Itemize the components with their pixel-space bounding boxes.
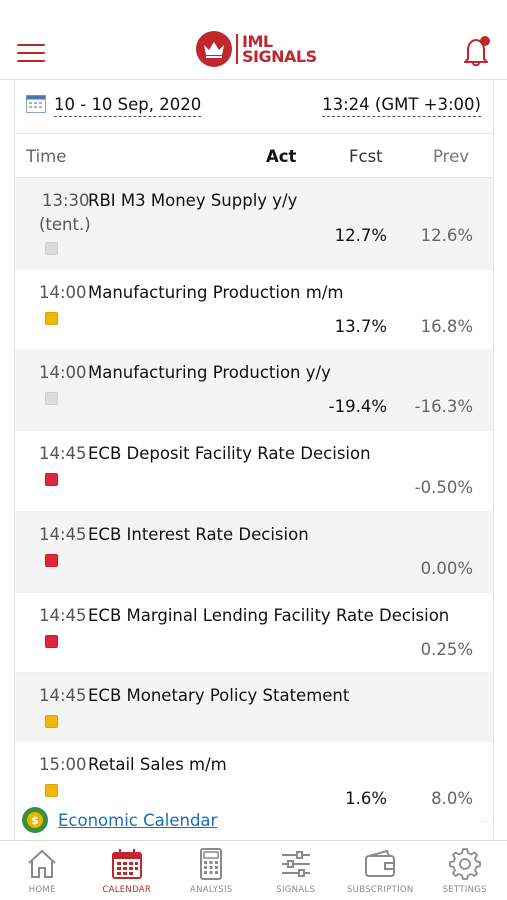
notification-bell-icon[interactable]	[462, 34, 492, 68]
menu-icon[interactable]	[17, 44, 45, 62]
event-title: Manufacturing Production y/y	[88, 363, 331, 382]
date-range-selector[interactable]: 10 - 10 Sep, 2020	[54, 95, 202, 117]
tab-label: SETTINGS	[442, 885, 487, 895]
importance-indicator	[45, 473, 58, 486]
tab-label: SIGNALS	[276, 885, 316, 895]
event-row[interactable]: 14:00 Manufacturing Production m/m 13.7%…	[15, 270, 493, 350]
importance-indicator	[45, 242, 58, 255]
economic-calendar-link[interactable]: Economic Calendar	[58, 810, 218, 830]
event-forecast: 12.7%	[334, 226, 387, 245]
sliders-icon	[281, 851, 310, 877]
wallet-icon	[365, 849, 396, 877]
col-act: Act	[266, 147, 297, 166]
event-row[interactable]: 14:45 ECB Monetary Policy Statement	[15, 673, 493, 742]
event-time: 14:45	[39, 606, 87, 625]
importance-indicator	[45, 392, 58, 405]
importance-indicator	[45, 715, 58, 728]
importance-indicator	[45, 635, 58, 648]
tab-settings[interactable]: SETTINGS	[423, 841, 507, 900]
event-title: RBI M3 Money Supply y/y	[88, 191, 298, 210]
event-time: 13:30	[42, 191, 90, 210]
importance-indicator	[45, 784, 58, 797]
event-title: ECB Interest Rate Decision	[88, 525, 309, 544]
event-time: 15:00	[39, 755, 87, 774]
event-title: Retail Sales m/m	[88, 755, 227, 774]
logo-line2: SIGNALS	[242, 47, 317, 66]
event-previous: 0.25%	[420, 640, 473, 659]
tab-label: CALENDAR	[102, 885, 152, 895]
event-time: 14:00	[39, 363, 87, 382]
economic-calendar-link-bar: $ Economic Calendar	[20, 805, 480, 835]
tab-label: SUBSCRIPTION	[346, 885, 414, 895]
event-previous: 16.8%	[420, 317, 473, 336]
event-time: 14:00	[39, 283, 87, 302]
event-row[interactable]: 14:45 ECB Deposit Facility Rate Decision…	[15, 431, 493, 512]
event-previous: -16.3%	[414, 397, 473, 416]
event-row[interactable]: 14:45 ECB Marginal Lending Facility Rate…	[15, 593, 493, 673]
calendar-small-icon[interactable]	[26, 94, 46, 113]
logo-line1: IML	[242, 32, 273, 51]
event-title: ECB Marginal Lending Facility Rate Decis…	[88, 606, 450, 625]
tab-calendar[interactable]: CALENDAR	[85, 841, 170, 900]
tab-subscription[interactable]: SUBSCRIPTION	[338, 841, 423, 900]
event-row[interactable]: 15:00 Retail Sales m/m 1.6% 8.0%	[15, 742, 493, 822]
event-forecast: 1.6%	[345, 789, 387, 808]
col-time: Time	[26, 147, 67, 166]
calendar-panel: 10 - 10 Sep, 2020 13:24 (GMT +3:00) Time…	[14, 80, 494, 840]
tab-label: ANALYSIS	[190, 885, 233, 895]
metatrader-icon: $	[22, 807, 48, 833]
crown-icon	[196, 31, 232, 67]
bottom-tab-bar: HOME CALENDAR ANALYSIS	[0, 840, 507, 900]
event-forecast: 13.7%	[334, 317, 387, 336]
event-previous: 0.00%	[420, 559, 473, 578]
svg-text:$: $	[31, 814, 39, 827]
event-previous: 12.6%	[420, 226, 473, 245]
event-previous: -0.50%	[414, 478, 473, 497]
event-subtitle: (tent.)	[39, 215, 91, 234]
calendar-icon	[111, 849, 142, 879]
col-prev: Prev	[433, 147, 469, 166]
event-row[interactable]: 14:00 Manufacturing Production y/y -19.4…	[15, 350, 493, 431]
app-logo: IML SIGNALS	[196, 30, 317, 68]
date-bar: 10 - 10 Sep, 2020 13:24 (GMT +3:00)	[15, 80, 493, 134]
importance-indicator	[45, 554, 58, 567]
calculator-icon	[200, 848, 223, 880]
event-title: ECB Monetary Policy Statement	[88, 686, 350, 705]
importance-indicator	[45, 312, 58, 325]
timezone-selector[interactable]: 13:24 (GMT +3:00)	[322, 95, 481, 117]
tab-analysis[interactable]: ANALYSIS	[169, 841, 254, 900]
tab-label: HOME	[28, 885, 56, 895]
gear-icon	[448, 848, 481, 880]
top-bar: IML SIGNALS	[0, 0, 507, 80]
home-icon	[28, 849, 56, 878]
col-fcst: Fcst	[349, 147, 383, 166]
tab-signals[interactable]: SIGNALS	[254, 841, 339, 900]
event-time: 14:45	[39, 525, 87, 544]
event-row[interactable]: 13:30 RBI M3 Money Supply y/y (tent.) 12…	[15, 178, 493, 270]
event-row[interactable]: 14:45 ECB Interest Rate Decision 0.00%	[15, 512, 493, 593]
event-title: ECB Deposit Facility Rate Decision	[88, 444, 371, 463]
event-forecast: -19.4%	[328, 397, 387, 416]
event-title: Manufacturing Production m/m	[88, 283, 344, 302]
tab-home[interactable]: HOME	[0, 841, 85, 900]
event-previous: 8.0%	[431, 789, 473, 808]
column-header: Time Act Fcst Prev	[15, 134, 493, 178]
event-time: 14:45	[39, 686, 87, 705]
event-time: 14:45	[39, 444, 87, 463]
